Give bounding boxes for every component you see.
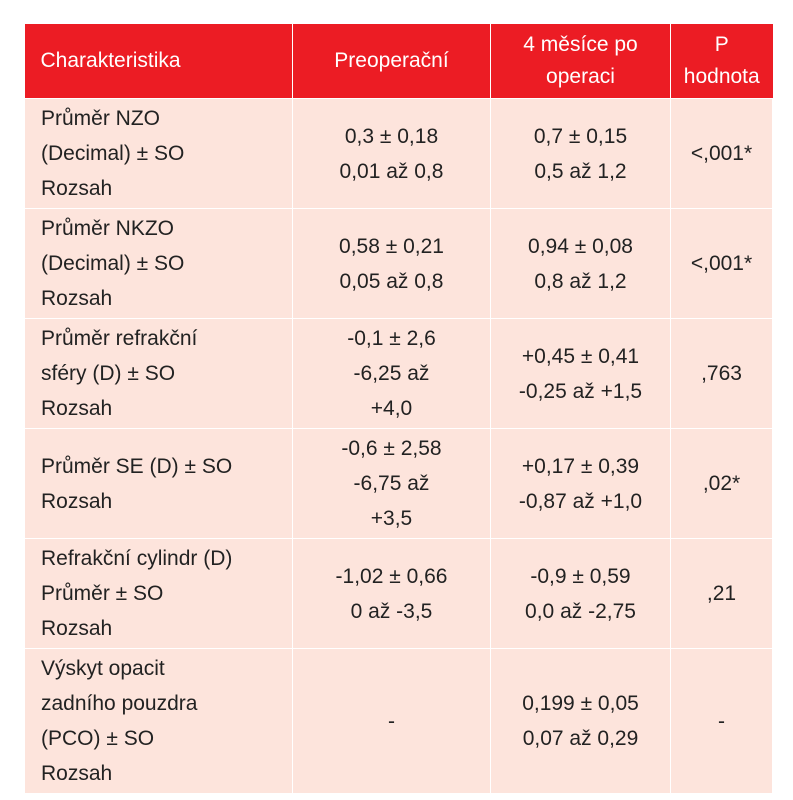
- cell-text-line: +0,17 ± 0,39: [521, 454, 640, 478]
- p-value-cell: ,763: [670, 318, 773, 429]
- cell-text-line: Výskyt opacit: [41, 657, 165, 680]
- table-row: Výskyt opacit zadního pouzdra (PCO) ± SO Ro…: [24, 648, 773, 794]
- cell-text-line: 0,7 ± 0,15: [533, 124, 628, 148]
- postoperative-cell: -0,9 ± 0,59 0,0 až -2,75: [490, 538, 671, 649]
- header-row: Charakteristika Preoperační 4 měsíce po …: [24, 24, 773, 99]
- characteristic-cell: Průměr NZO (Decimal) ± SO Rozsah: [24, 98, 293, 209]
- postoperative-cell: 0,94 ± 0,08 0,8 až 1,2: [490, 208, 671, 319]
- cell-text-line: +0,45 ± 0,41: [521, 344, 640, 368]
- cell-text-line: Průměr ± SO: [41, 582, 164, 605]
- characteristic-cell: Výskyt opacit zadního pouzdra (PCO) ± SO Ro…: [24, 648, 293, 794]
- table-body: Průměr NZO (Decimal) ± SO Rozsah 0,3 ± 0,18…: [24, 98, 773, 794]
- results-table: Charakteristika Preoperační 4 měsíce po …: [24, 24, 773, 794]
- header-p-value: P hodnota: [670, 24, 773, 99]
- cell-text-line: -0,6 ± 2,58: [341, 437, 442, 460]
- cell-text-line: Průměr NKZO: [41, 217, 175, 240]
- cell-text-line: -0,87 až +1,0: [518, 489, 643, 513]
- p-value-cell: ,02*: [670, 428, 773, 539]
- preoperative-cell: 0,3 ± 0,18 0,01 až 0,8: [292, 98, 491, 209]
- header-characteristic: Charakteristika: [24, 24, 293, 99]
- cell-text-line: 0,07 až 0,29: [522, 727, 639, 750]
- cell-text-line: Průměr SE (D) ± SO: [41, 454, 233, 478]
- cell-text-line: 0,5 až 1,2: [534, 159, 627, 183]
- cell-text-line: (Decimal) ± SO: [41, 142, 185, 165]
- cell-text-line: 0 až -3,5: [350, 599, 433, 623]
- preoperative-cell: 0,58 ± 0,21 0,05 až 0,8: [292, 208, 491, 319]
- cell-text-line: ,21: [706, 582, 737, 605]
- table-row: Průměr refrakční sféry (D) ± SO Rozsah -0,1…: [24, 318, 773, 429]
- cell-text-line: Refrakční cylindr (D): [41, 547, 233, 570]
- cell-text-line: -0,1 ± 2,6: [347, 327, 436, 350]
- cell-text-line: zadního pouzdra: [41, 692, 198, 715]
- cell-text-line: Průměr NZO: [41, 107, 161, 130]
- cell-text-line: +4,0: [370, 397, 413, 420]
- characteristic-cell: Průměr NKZO (Decimal) ± SO Rozsah: [24, 208, 293, 319]
- cell-text-line: 0,8 až 1,2: [534, 269, 627, 293]
- cell-text-line: Rozsah: [41, 762, 113, 785]
- characteristic-cell: Průměr refrakční sféry (D) ± SO Rozsah: [24, 318, 293, 429]
- preoperative-cell: -: [292, 648, 491, 794]
- cell-text-line: Rozsah: [41, 489, 113, 513]
- results-table-container: Charakteristika Preoperační 4 měsíce po …: [24, 24, 773, 794]
- cell-text-line: (PCO) ± SO: [41, 727, 155, 750]
- cell-text-line: 0,3 ± 0,18: [344, 124, 439, 148]
- cell-text-line: -0,25 až +1,5: [518, 379, 643, 403]
- cell-text-line: (Decimal) ± SO: [41, 252, 185, 275]
- p-value-cell: ,21: [670, 538, 773, 649]
- cell-text-line: ,763: [701, 362, 742, 385]
- preoperative-cell: -1,02 ± 0,66 0 až -3,5: [292, 538, 491, 649]
- cell-text-line: -6,75 až: [353, 472, 430, 495]
- cell-text-line: +3,5: [370, 507, 413, 530]
- cell-text-line: 0,0 až -2,75: [525, 599, 636, 623]
- p-value-cell: -: [670, 648, 773, 794]
- cell-text-line: -6,25 až: [353, 362, 430, 385]
- cell-text-line: Rozsah: [41, 617, 113, 640]
- characteristic-cell: Refrakční cylindr (D) Průměr ± SO Rozsah: [24, 538, 293, 649]
- cell-text-line: sféry (D) ± SO: [41, 362, 176, 385]
- header-postoperative: 4 měsíce po operaci: [490, 24, 671, 99]
- cell-text-line: 0,199 ± 0,05: [522, 692, 639, 715]
- p-value-cell: <,001*: [670, 98, 773, 209]
- cell-text-line: -0,9 ± 0,59: [530, 564, 631, 588]
- preoperative-cell: -0,1 ± 2,6 -6,25 až +4,0: [292, 318, 491, 429]
- postoperative-cell: 0,199 ± 0,05 0,07 až 0,29: [490, 648, 671, 794]
- cell-text-line: Rozsah: [41, 177, 113, 200]
- cell-text-line: <,001*: [690, 252, 753, 275]
- postoperative-cell: +0,17 ± 0,39 -0,87 až +1,0: [490, 428, 671, 539]
- table-row: Průměr NKZO (Decimal) ± SO Rozsah 0,58 ± 0,…: [24, 208, 773, 319]
- preoperative-cell: -0,6 ± 2,58 -6,75 až +3,5: [292, 428, 491, 539]
- postoperative-cell: 0,7 ± 0,15 0,5 až 1,2: [490, 98, 671, 209]
- cell-text-line: -1,02 ± 0,66: [335, 564, 448, 588]
- postoperative-cell: +0,45 ± 0,41 -0,25 až +1,5: [490, 318, 671, 429]
- cell-text-line: 0,94 ± 0,08: [528, 234, 633, 258]
- cell-text-line: Rozsah: [41, 397, 113, 420]
- cell-text-line: Průměr refrakční: [41, 327, 198, 350]
- cell-text-line: ,02*: [702, 472, 741, 495]
- cell-text-line: 0,05 až 0,8: [339, 269, 444, 293]
- cell-text-line: 0,58 ± 0,21: [339, 234, 444, 258]
- header-preoperative: Preoperační: [292, 24, 491, 99]
- cell-text-line: Rozsah: [41, 287, 113, 310]
- cell-text-line: -: [718, 709, 725, 733]
- table-row: Průměr NZO (Decimal) ± SO Rozsah 0,3 ± 0,18…: [24, 98, 773, 209]
- cell-text-line: 0,01 až 0,8: [339, 159, 444, 183]
- table-row: Průměr SE (D) ± SO Rozsah -0,6 ± 2,58 -6,75…: [24, 428, 773, 539]
- cell-text-line: <,001*: [690, 142, 753, 165]
- cell-text-line: -: [388, 709, 395, 733]
- p-value-cell: <,001*: [670, 208, 773, 319]
- table-header: Charakteristika Preoperační 4 měsíce po …: [24, 24, 773, 99]
- table-row: Refrakční cylindr (D) Průměr ± SO Rozsah -1…: [24, 538, 773, 649]
- characteristic-cell: Průměr SE (D) ± SO Rozsah: [24, 428, 293, 539]
